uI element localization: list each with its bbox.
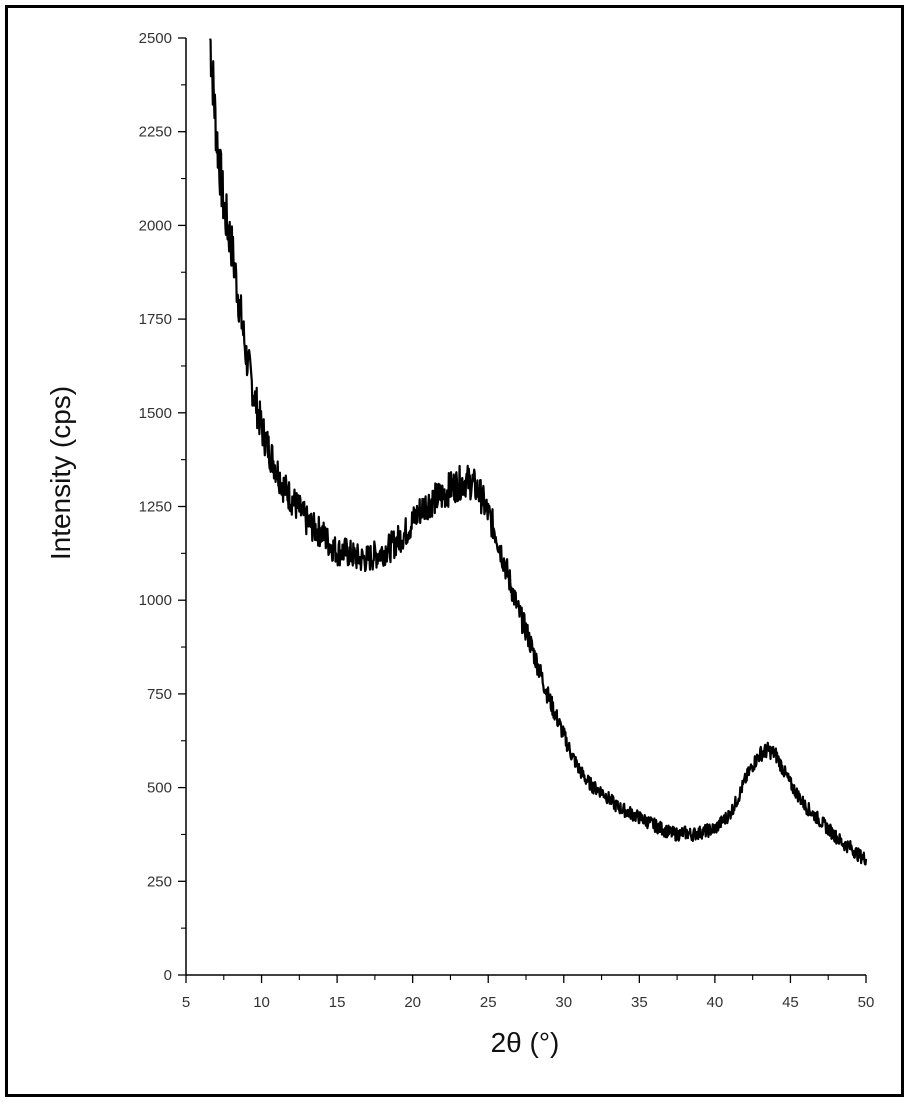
x-tick-label: 20 [404,994,421,1011]
y-tick-label: 1500 [139,405,172,422]
x-tick-label: 10 [253,994,270,1011]
y-tick-label: 1750 [139,311,172,328]
y-tick-label: 750 [147,686,172,703]
x-axis: 5 10 15 20 25 30 35 40 45 50 [182,974,875,1011]
y-tick-label: 2500 [139,30,172,47]
y-tick-label: 1000 [139,592,172,609]
intensity-line [209,38,868,866]
y-axis-title: Intensity (cps) [45,386,76,560]
x-tick-label: 15 [329,994,346,1011]
x-tick-label: 5 [182,994,190,1011]
y-tick-label: 2250 [139,124,172,141]
x-tick-label: 40 [707,994,724,1011]
x-tick-label: 35 [631,994,648,1011]
x-tick-label: 25 [480,994,497,1011]
x-tick-label: 30 [555,994,572,1011]
x-tick-label: 50 [858,994,875,1011]
x-tick-label: 45 [782,994,799,1011]
x-axis-title: 2θ (°) [491,1027,560,1058]
y-tick-label: 2000 [139,217,172,234]
y-tick-label: 250 [147,873,172,890]
y-tick-label: 500 [147,780,172,797]
y-tick-label: 1250 [139,499,172,516]
chart-frame [5,5,904,1097]
y-axis: 0 250 500 750 1000 1250 1500 1750 2000 2250 2500 [139,30,187,984]
y-tick-label: 0 [164,967,172,984]
